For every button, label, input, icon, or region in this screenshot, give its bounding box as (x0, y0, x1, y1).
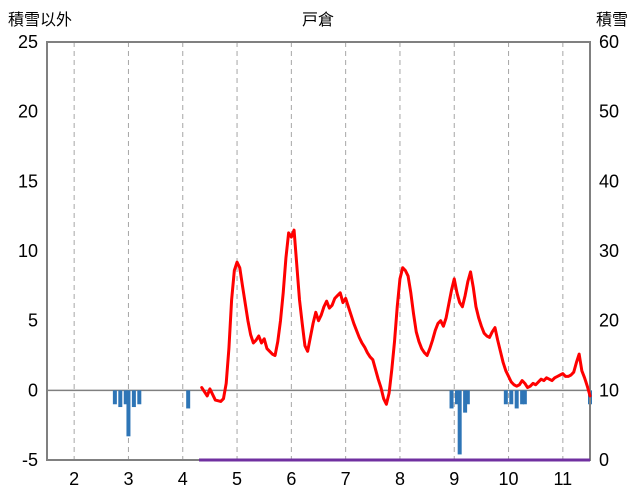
y-left-tick-label: 0 (28, 380, 38, 400)
x-tick-label: 6 (286, 469, 296, 489)
x-tick-label: 9 (449, 469, 459, 489)
x-tick-label: 11 (554, 469, 573, 489)
x-tick-label: 10 (499, 469, 519, 489)
blue-bar (503, 390, 508, 405)
blue-bar (137, 390, 142, 405)
y-right-tick-label: 30 (599, 241, 619, 261)
y-right-tick-label: 10 (599, 380, 619, 400)
blue-bar (463, 390, 468, 413)
x-tick-label: 7 (341, 469, 351, 489)
chart-title: 戸倉 (301, 12, 334, 29)
x-tick-label: 3 (123, 469, 133, 489)
blue-bar (522, 390, 527, 405)
y-right-tick-label: 40 (599, 171, 619, 191)
x-tick-label: 8 (395, 469, 405, 489)
red-line (200, 228, 592, 406)
y-right-tick-label: 0 (599, 450, 609, 470)
x-tick-label: 4 (178, 469, 188, 489)
blue-bar (126, 390, 131, 437)
y-left-tick-label: -5 (22, 450, 38, 470)
y-right-tick-label: 60 (599, 32, 619, 52)
blue-bar (454, 390, 459, 405)
left-axis-title: 積雪以外 (8, 12, 73, 29)
right-axis-title: 積雪 (595, 12, 628, 29)
blue-bar (131, 390, 136, 408)
blue-bar (514, 390, 519, 409)
blue-bar (509, 390, 514, 405)
blue-bar (118, 390, 123, 408)
blue-bar (520, 390, 525, 405)
y-right-tick-label: 50 (599, 102, 619, 122)
blue-bar (186, 390, 191, 409)
y-right-tick-label: 20 (599, 311, 619, 331)
y-left-tick-label: 15 (18, 171, 38, 191)
blue-bar (123, 390, 128, 405)
y-left-tick-label: 25 (18, 32, 38, 52)
blue-bar (112, 390, 117, 405)
x-tick-label: 2 (69, 469, 79, 489)
blue-bar (465, 390, 470, 405)
y-left-tick-label: 20 (18, 102, 38, 122)
blue-bar (449, 390, 454, 409)
blue-bar (457, 390, 462, 455)
y-left-tick-label: 5 (28, 311, 38, 331)
y-left-tick-label: 10 (18, 241, 38, 261)
x-tick-label: 5 (232, 469, 242, 489)
